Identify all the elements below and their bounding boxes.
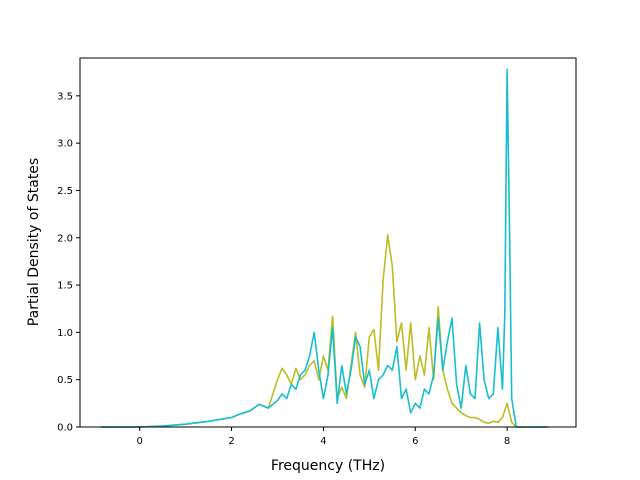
y-tick-label: 1.0 [57, 328, 73, 339]
plot-frame [79, 57, 577, 428]
y-tick-label: 3.5 [57, 91, 73, 102]
x-tick-label: 4 [320, 436, 326, 447]
series-layer [100, 68, 549, 428]
y-tick-label: 0.0 [57, 423, 73, 434]
y-tick-label: 0.5 [57, 375, 73, 386]
y-tick-label: 2.0 [57, 233, 73, 244]
y-axis-label: Partial Density of States [26, 158, 42, 326]
x-tick-label: 2 [228, 436, 234, 447]
y-tick-label: 3.0 [57, 139, 73, 150]
series-line-1 [100, 68, 549, 428]
series-line-0 [100, 234, 549, 428]
x-axis-label: Frequency (THz) [271, 458, 385, 474]
y-tick-label: 2.5 [57, 186, 73, 197]
x-tick-label: 8 [504, 436, 510, 447]
x-axis-ticks: 0 2 4 6 8 [137, 427, 510, 447]
x-tick-label: 6 [412, 436, 418, 447]
y-axis-ticks: 0.0 0.5 1.0 1.5 2.0 2.5 3.0 3.5 [57, 91, 80, 434]
y-tick-label: 1.5 [57, 281, 73, 292]
x-tick-label: 0 [137, 436, 143, 447]
